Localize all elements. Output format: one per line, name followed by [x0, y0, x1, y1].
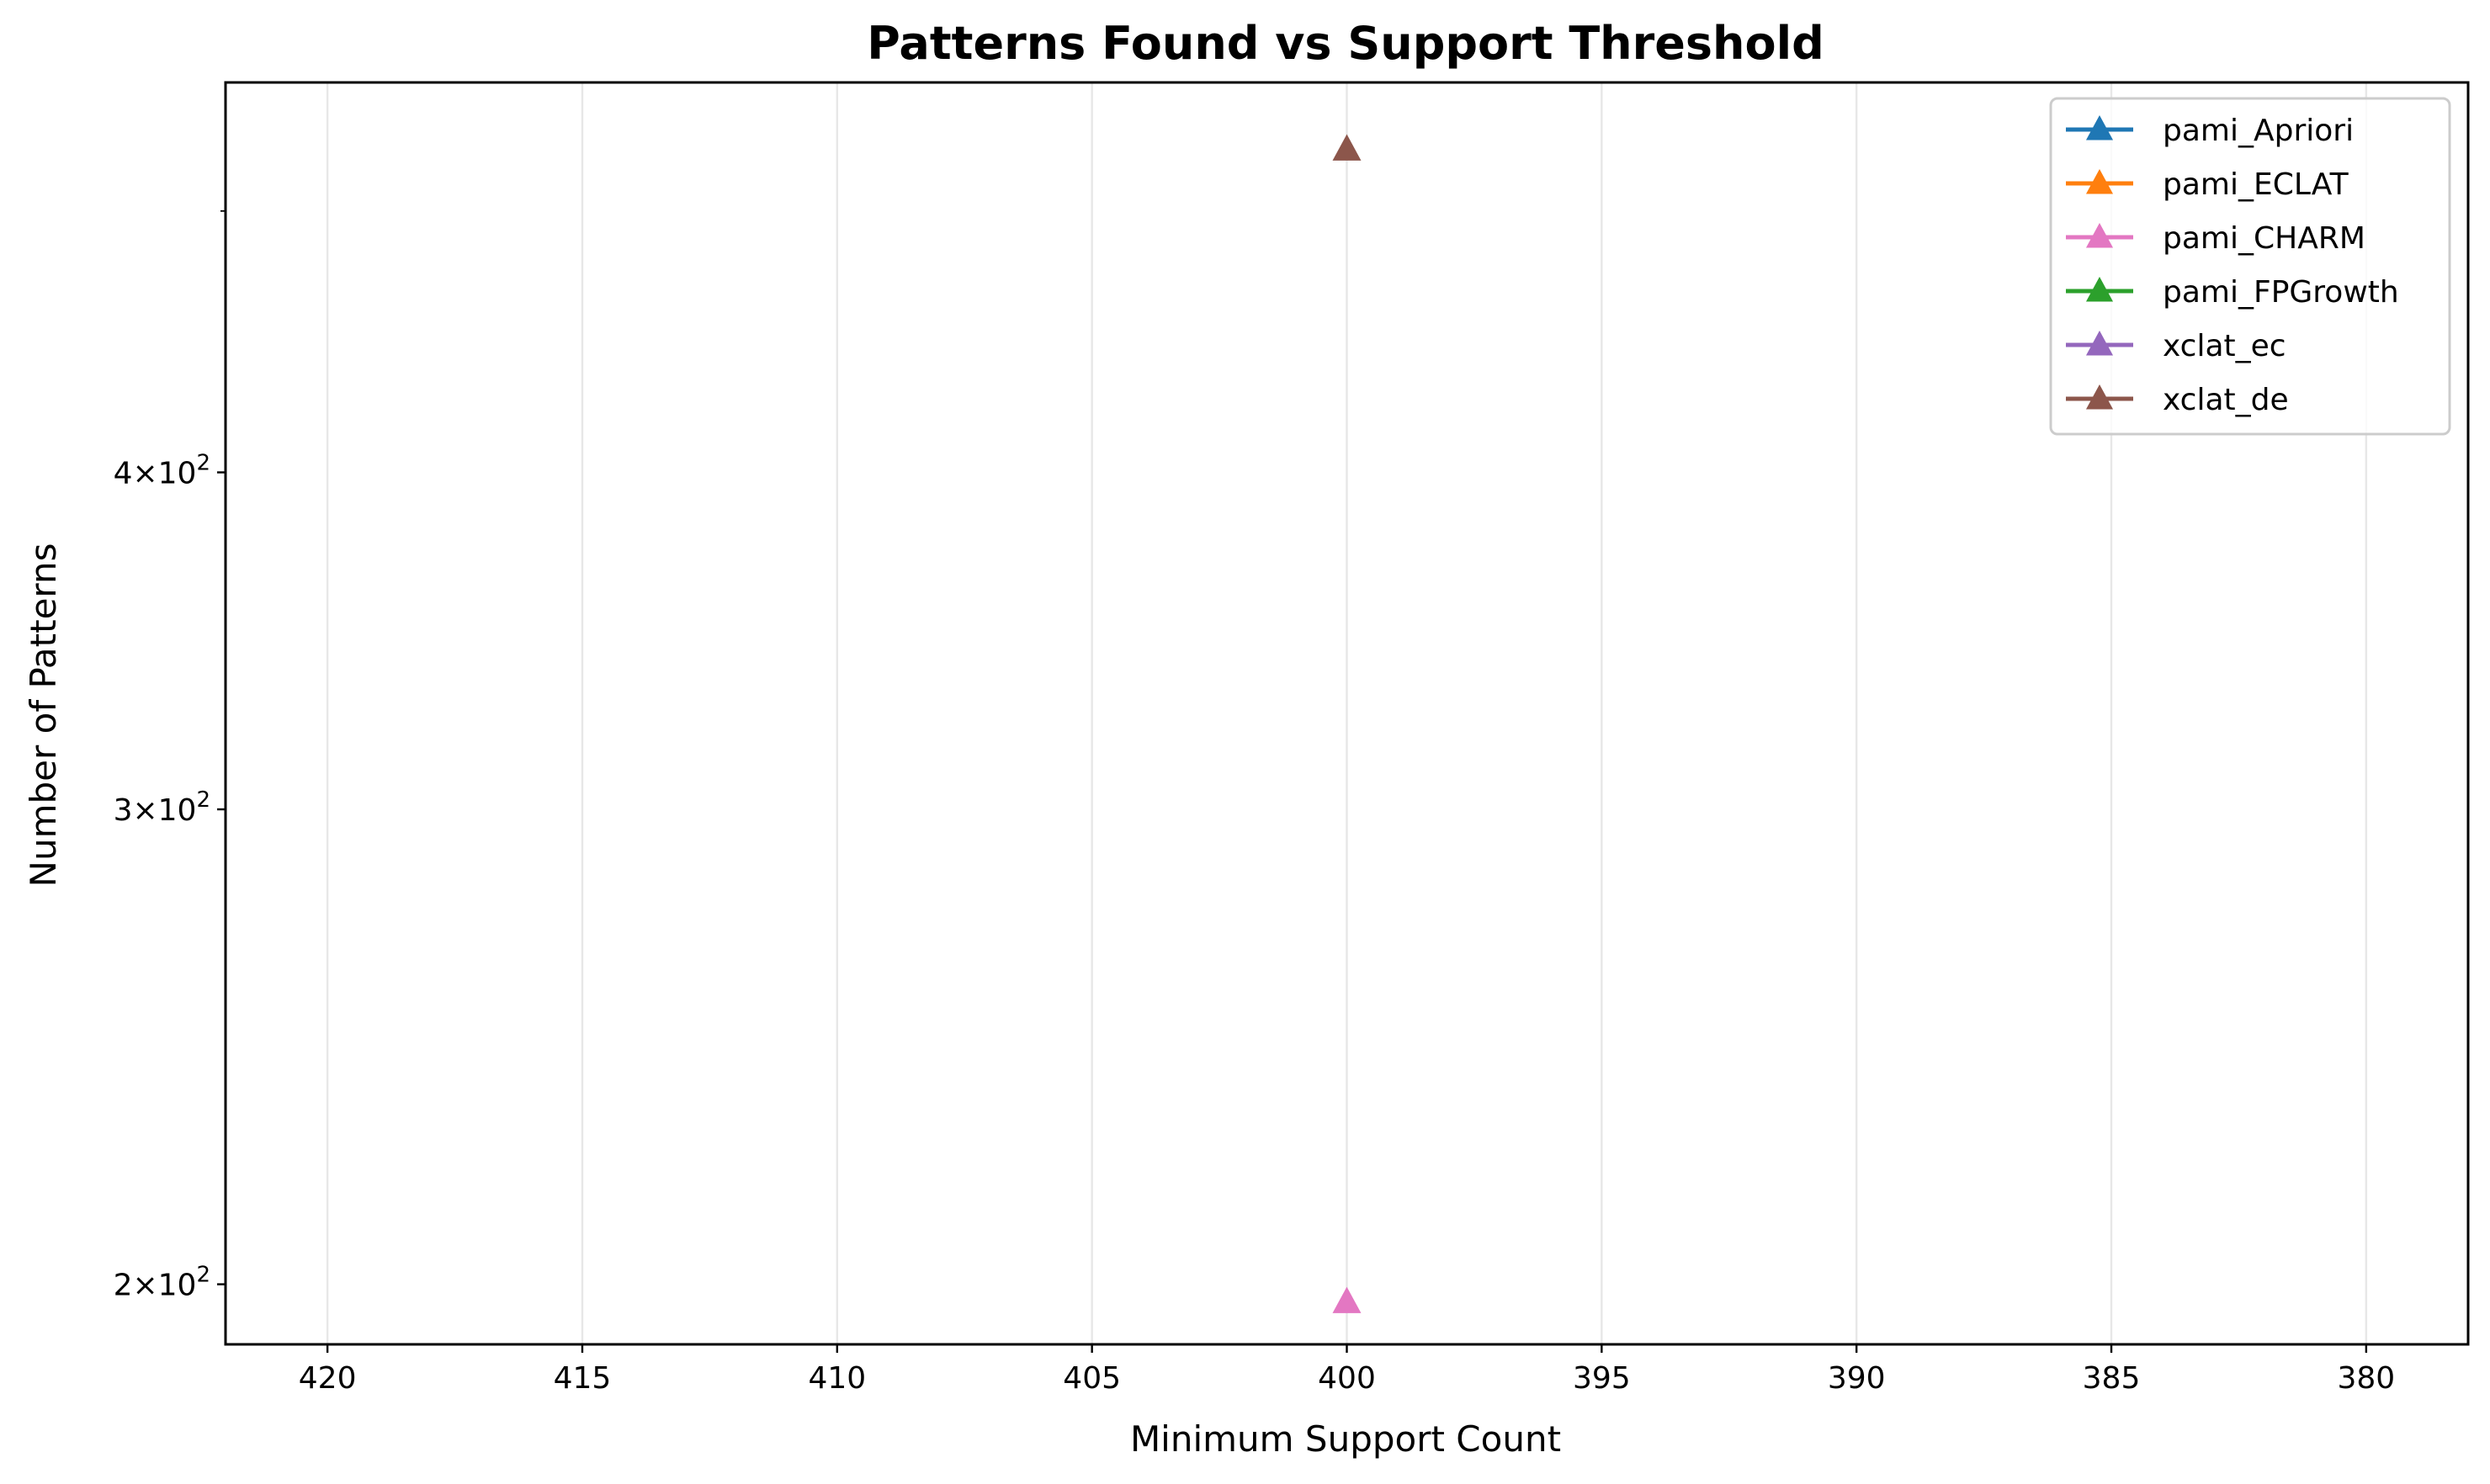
y-tick-label: 2×102: [114, 1263, 210, 1303]
x-tick-label: 410: [808, 1361, 866, 1396]
legend-marker: [2085, 330, 2114, 356]
x-tick-label: 420: [299, 1361, 357, 1396]
y-tick-mantissa: 2: [114, 1269, 133, 1303]
legend-label: xclat_de: [2163, 383, 2289, 417]
legend-label: pami_ECLAT: [2163, 167, 2349, 202]
series-layer: [1332, 134, 1362, 1313]
x-tick-label: 415: [554, 1361, 612, 1396]
legend-label: xclat_ec: [2163, 329, 2286, 363]
y-tick-exponent: 2: [196, 787, 210, 813]
legend-box: [2049, 97, 2451, 436]
chart-title: Patterns Found vs Support Threshold: [867, 17, 1824, 70]
x-tick-label: 380: [2338, 1361, 2396, 1396]
x-tick-label: 405: [1063, 1361, 1121, 1396]
legend-label: pami_FPGrowth: [2163, 275, 2399, 310]
y-tick-base: 10: [158, 456, 197, 490]
data-point: [1332, 1286, 1362, 1313]
y-axis-label: Number of Patterns: [23, 543, 64, 888]
y-tick-base: 10: [158, 1269, 197, 1303]
legend-marker: [2085, 114, 2114, 140]
series-xclat_de: [1332, 134, 1362, 161]
legend-label: pami_CHARM: [2163, 221, 2365, 256]
y-tick-mantissa: 3: [114, 793, 133, 828]
legend-entry: pami_FPGrowth: [2066, 275, 2399, 310]
x-tick-label: 385: [2083, 1361, 2141, 1396]
legend-entry: xclat_de: [2066, 383, 2289, 417]
y-tick-exponent: 2: [196, 450, 210, 475]
legend-entry: pami_ECLAT: [2066, 167, 2349, 202]
legend-entry: pami_Apriori: [2066, 114, 2354, 148]
x-axis-ticks: 420 415 410 405 400 395 390 385 380: [299, 1344, 2395, 1396]
legend-marker: [2085, 222, 2114, 248]
legend-label: pami_Apriori: [2163, 114, 2354, 148]
legend-marker: [2085, 276, 2114, 302]
legend-entry: xclat_ec: [2066, 329, 2286, 363]
legend-marker: [2085, 168, 2114, 194]
y-tick-times: ×: [132, 456, 157, 490]
x-tick-label: 400: [1318, 1361, 1376, 1396]
y-tick-exponent: 2: [196, 1263, 210, 1288]
y-tick-mantissa: 4: [114, 456, 133, 490]
x-tick-label: 390: [1828, 1361, 1886, 1396]
grid-lines: [326, 82, 2368, 1344]
y-tick-label: 3×102: [114, 787, 210, 828]
series-pami_CHARM: [1332, 1286, 1362, 1313]
y-tick-times: ×: [132, 793, 157, 828]
legend-entry: pami_CHARM: [2066, 221, 2365, 256]
y-tick-times: ×: [132, 1269, 157, 1303]
y-tick-base: 10: [158, 793, 197, 828]
x-axis-label: Minimum Support Count: [1130, 1418, 1561, 1460]
x-tick-label: 395: [1573, 1361, 1631, 1396]
legend: pami_Apriori pami_ECLAT pami_CHARM pami_FPG…: [2049, 97, 2451, 436]
y-tick-label: 4×102: [114, 450, 210, 490]
data-point: [1332, 134, 1362, 161]
legend-marker: [2085, 384, 2114, 410]
